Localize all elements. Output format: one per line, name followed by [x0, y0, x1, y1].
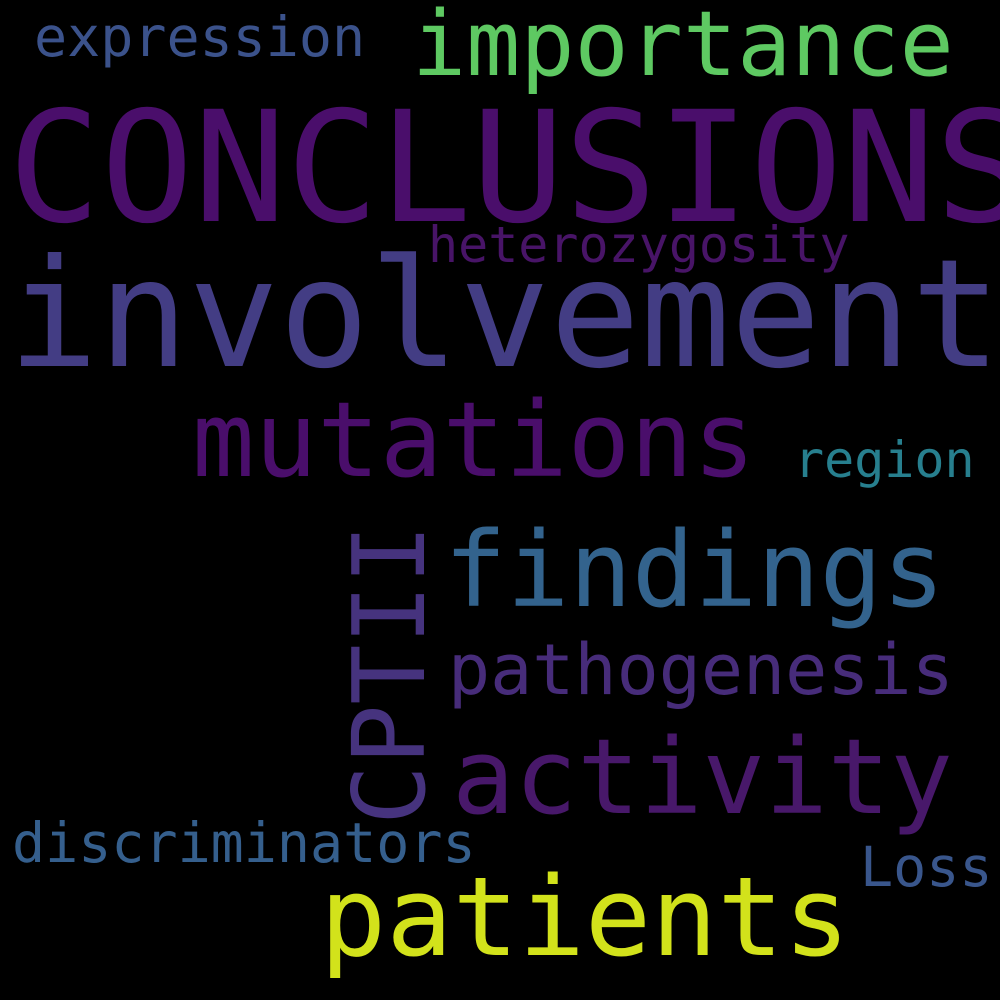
word-cptii: CPTII: [331, 523, 448, 825]
word-activity: activity: [452, 716, 953, 838]
word-findings: findings: [444, 509, 945, 631]
word-pathogenesis: pathogenesis: [448, 629, 954, 711]
word-patients: patients: [320, 853, 850, 981]
word-involvement: involvement: [8, 228, 1000, 402]
word-region: region: [794, 431, 975, 489]
word-mutations: mutations: [192, 379, 756, 501]
word-expression: expression: [34, 5, 366, 69]
word-conclusions: CONCLUSIONS: [8, 79, 1000, 258]
word-discriminators: discriminators: [12, 811, 476, 875]
word-importance: importance: [412, 0, 954, 97]
word-loss: Loss: [860, 835, 993, 899]
word-heterozygosity: heterozygosity: [428, 216, 850, 274]
